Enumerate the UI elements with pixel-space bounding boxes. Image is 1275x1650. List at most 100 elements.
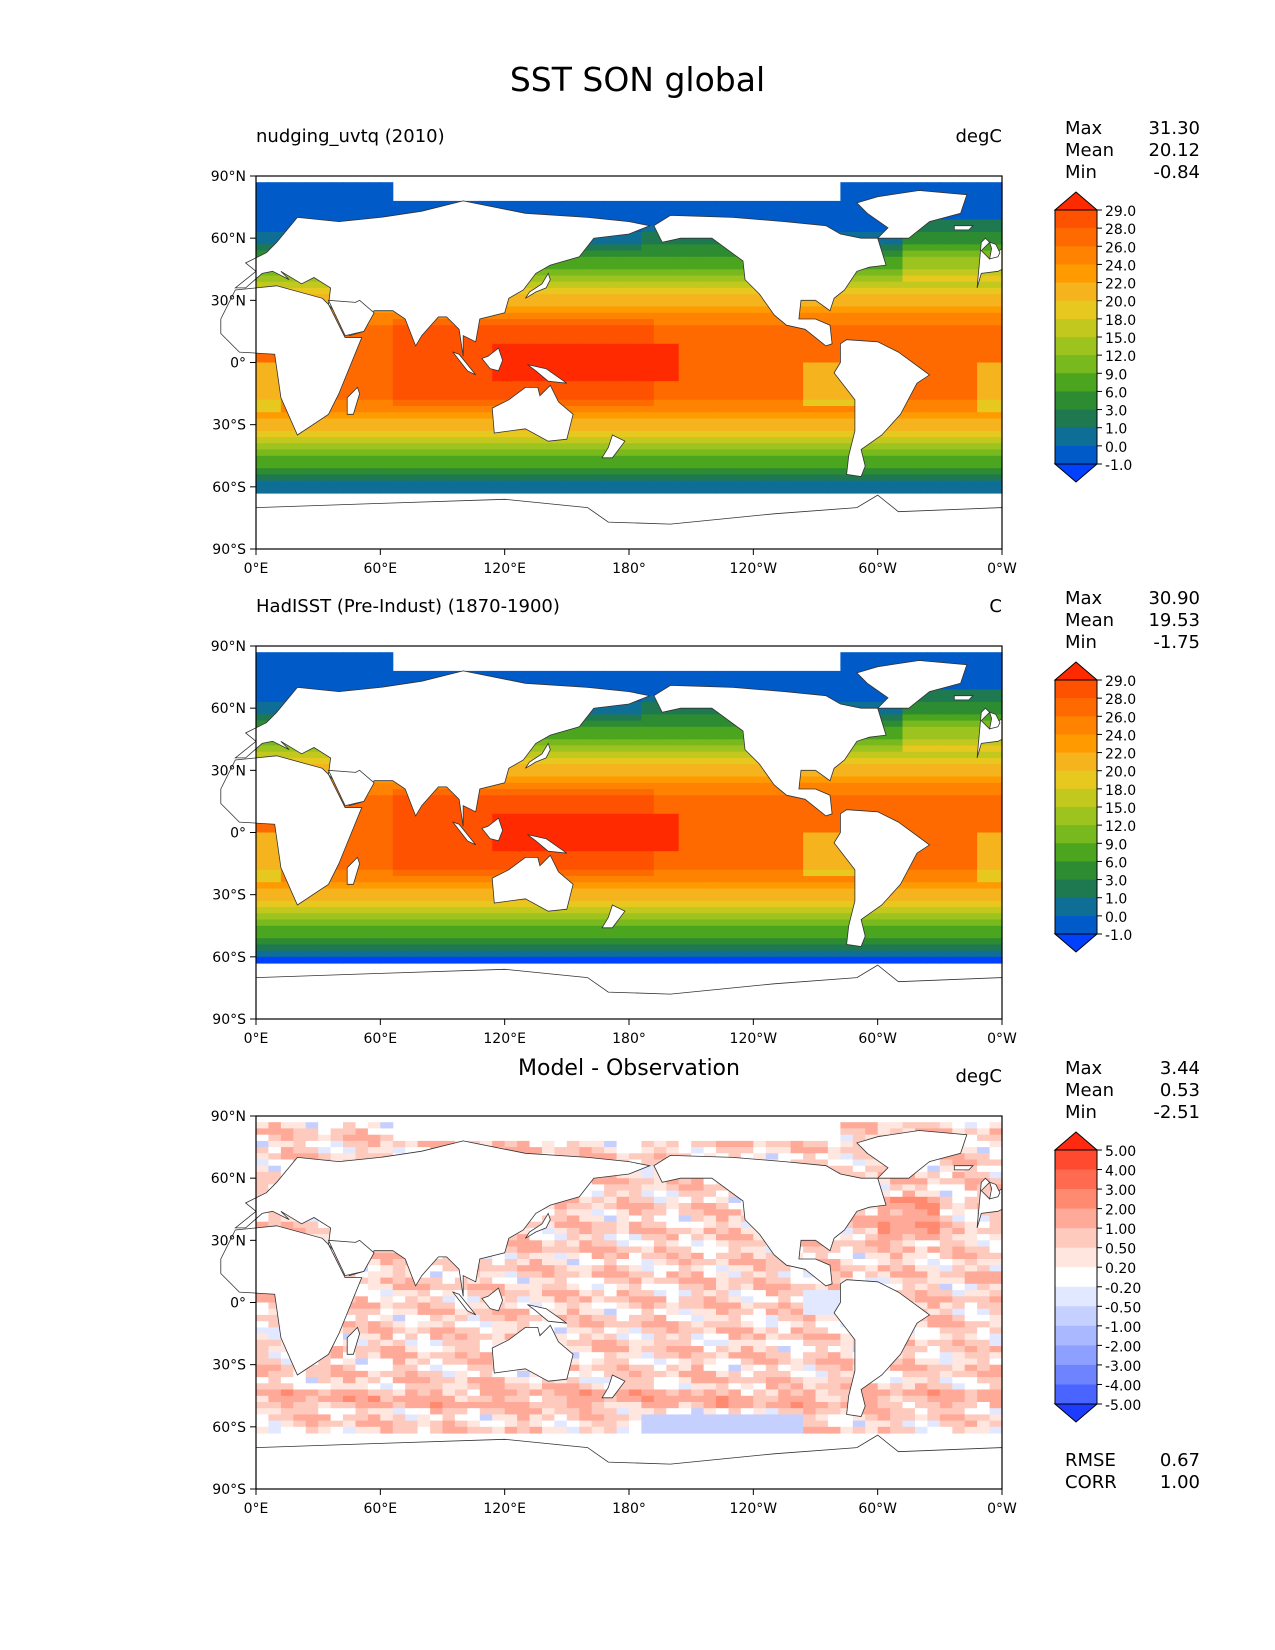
field-cell [753,449,767,457]
field-cell [616,306,630,314]
field-cell [392,474,406,482]
field-cell [840,776,854,784]
field-cell [740,200,754,208]
field-cell [728,368,742,376]
field-cell [716,714,729,722]
field-cell [604,776,618,784]
field-cell [765,857,779,865]
field-cell [529,331,543,339]
field-cell [927,863,941,871]
field-cell [877,486,891,494]
field-cell [716,368,729,376]
field-cell [678,757,692,765]
field-cell [977,294,991,301]
field-cell [890,757,904,765]
field-cell [902,281,916,289]
field-cell [492,813,506,821]
field-cell [827,695,841,703]
field-cell [653,250,667,258]
field-cell [877,708,891,715]
field-cell [740,430,754,438]
field-cell [877,807,891,815]
field-cell [716,393,729,401]
field-cell [840,393,854,401]
field-cell [367,820,381,827]
field-cell [964,238,978,245]
field-cell [430,374,444,382]
field-cell [703,424,717,432]
field-cell [392,462,406,469]
field-cell [952,449,966,457]
field-cell [591,287,605,295]
field-cell [343,437,356,444]
field-cell [355,443,369,451]
field-cell [964,851,978,858]
field-cell [989,331,1003,339]
field-cell [716,677,729,684]
field-cell [517,782,531,790]
field-cell [579,757,593,765]
field-cell [989,188,1003,196]
field-cell [927,832,941,840]
field-cell [865,789,879,796]
field-cell [877,468,891,475]
field-cell [927,281,941,289]
field-cell [703,863,717,871]
field-cell [728,287,742,295]
field-cell [939,337,953,345]
field-cell [616,751,630,759]
field-cell [367,182,381,189]
field-cell [367,337,381,345]
field-cell [268,200,282,208]
field-cell [815,826,829,834]
field-cell [753,480,767,488]
field-cell [827,325,841,332]
field-cell [579,256,593,264]
field-cell [852,789,866,796]
field-cell [977,701,991,709]
field-cell [989,269,1003,277]
field-cell [952,231,966,239]
field-cell [964,486,978,494]
field-cell [392,455,406,463]
mean-value: 20.12 [1148,140,1200,161]
field-cell [939,701,953,709]
field-cell [877,480,891,488]
field-cell [591,281,605,289]
field-cell [989,356,1003,364]
field-cell [430,844,444,852]
field-cell [815,838,829,846]
field-cell [591,325,605,332]
field-cell [355,194,369,202]
field-cell [927,652,941,659]
field-cell [542,462,555,469]
field-cell [604,857,618,865]
field-cell [256,213,269,221]
field-cell [927,381,941,388]
field-cell [616,701,630,709]
field-cell [915,319,928,326]
field-cell [616,443,630,451]
field-cell [803,670,817,678]
field-cell [753,826,767,834]
field-cell [778,443,792,451]
field-cell [591,424,605,432]
field-cell [268,430,282,438]
field-cell [902,312,916,320]
field-cell [542,789,555,796]
field-cell [915,733,928,740]
field-cell [827,820,841,827]
field-cell [367,826,381,834]
field-cell [740,677,754,684]
field-cell [517,670,531,678]
field-cell [504,430,518,438]
field-cell [939,256,953,264]
field-cell [902,343,916,351]
field-cell [566,782,580,790]
field-cell [467,350,481,357]
field-cell [554,733,568,740]
field-cell [454,455,468,463]
field-cell [939,368,953,376]
field-cell [566,381,580,388]
field-cell [641,757,655,765]
